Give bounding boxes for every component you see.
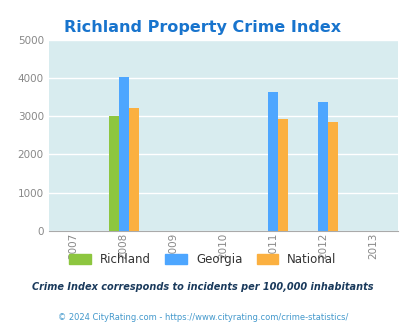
Text: © 2024 CityRating.com - https://www.cityrating.com/crime-statistics/: © 2024 CityRating.com - https://www.city… xyxy=(58,313,347,322)
Bar xyxy=(128,108,138,231)
Bar xyxy=(268,92,277,231)
Bar xyxy=(327,121,337,231)
Bar xyxy=(118,77,128,231)
Bar xyxy=(108,116,118,231)
Text: Crime Index corresponds to incidents per 100,000 inhabitants: Crime Index corresponds to incidents per… xyxy=(32,282,373,292)
Bar xyxy=(317,102,327,231)
Legend: Richland, Georgia, National: Richland, Georgia, National xyxy=(64,248,341,271)
Bar xyxy=(277,119,288,231)
Text: Richland Property Crime Index: Richland Property Crime Index xyxy=(64,20,341,35)
